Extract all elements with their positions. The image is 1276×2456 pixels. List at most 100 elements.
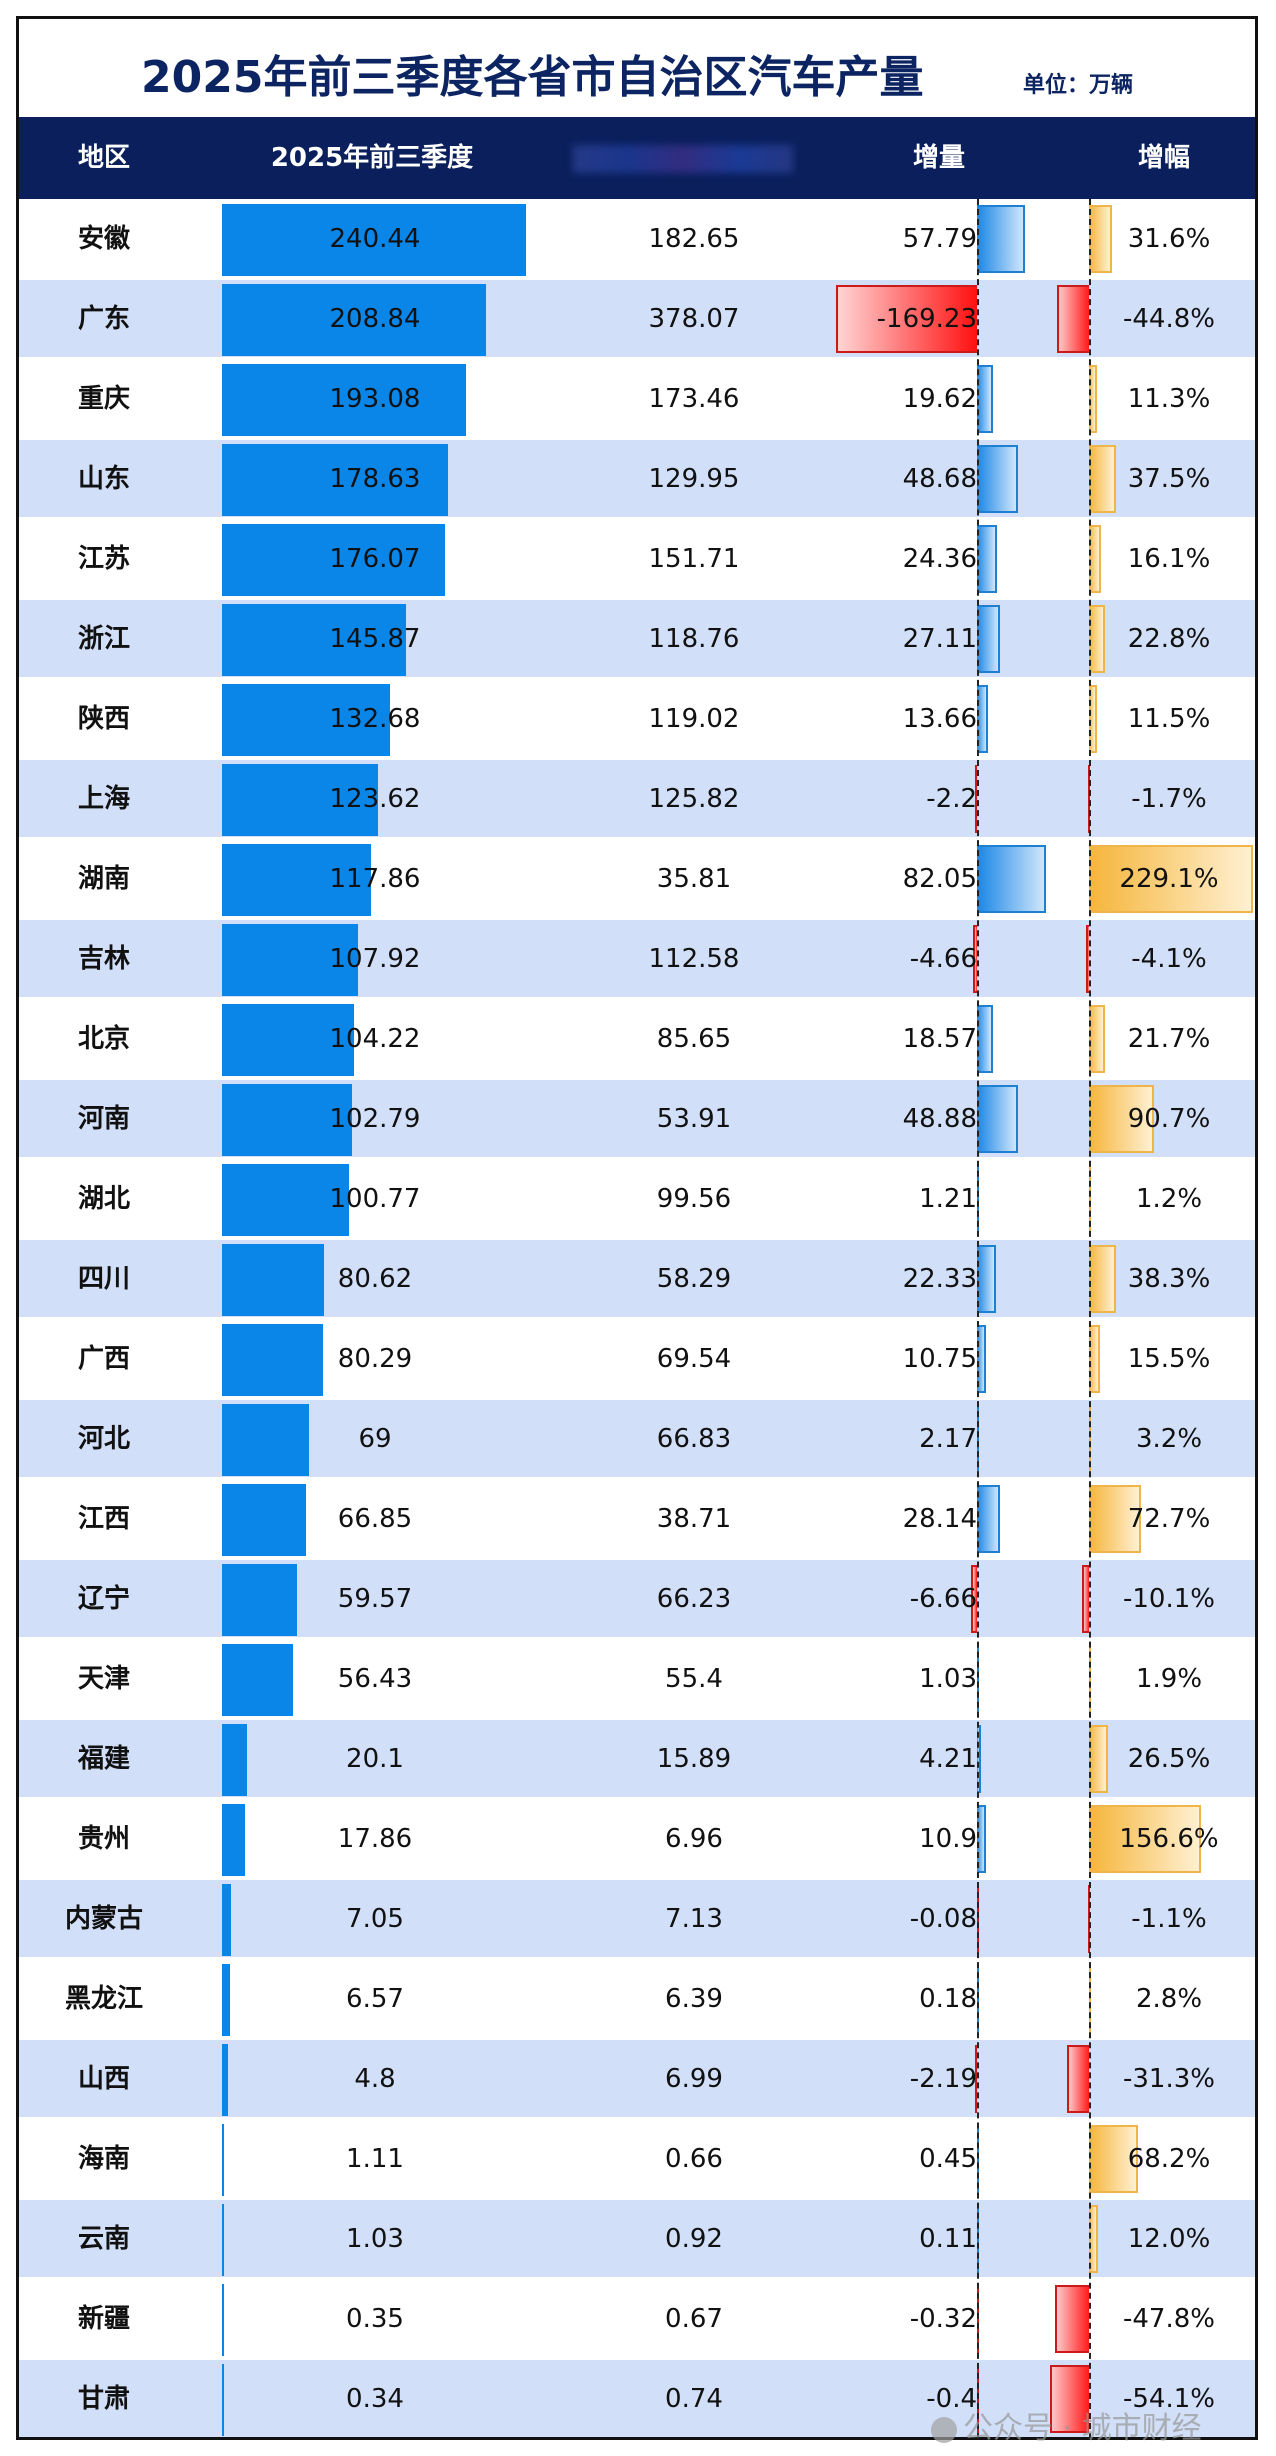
table-row: 江西 66.85 38.71 28.14 72.7%	[19, 1479, 1255, 1559]
region-label: 新疆	[77, 2304, 130, 2334]
growth-value: -47.8%	[1123, 2304, 1215, 2334]
growth-bar	[1089, 1485, 1141, 1553]
increase-value: 27.11	[902, 624, 977, 654]
previous-value: 0.67	[665, 2304, 723, 2334]
increase-bar	[971, 1565, 977, 1633]
region-label: 天津	[77, 1664, 130, 1694]
growth-value: 3.2%	[1135, 1424, 1203, 1454]
increase-bar	[975, 765, 978, 833]
region-label: 北京	[77, 1024, 130, 1054]
current-value: 80.29	[337, 1344, 413, 1374]
current-bar	[222, 604, 407, 676]
growth-bar	[1089, 685, 1098, 753]
growth-bar	[1089, 1325, 1101, 1393]
table-row: 云南 1.03 0.92 0.11 12.0%	[19, 2199, 1255, 2279]
current-bar	[222, 844, 371, 916]
table-row: 上海 123.62 125.82 -2.2 -1.7%	[19, 759, 1255, 839]
current-value: 117.86	[329, 864, 421, 894]
current-bar	[222, 1804, 245, 1876]
row-background	[19, 2200, 1255, 2277]
increase-value: 28.14	[902, 1504, 977, 1534]
region-label: 黑龙江	[64, 1984, 143, 2014]
previous-value: 0.74	[665, 2384, 723, 2414]
increase-value: 0.18	[919, 1984, 977, 2014]
current-bar	[222, 2044, 229, 2116]
region-label: 辽宁	[77, 1584, 130, 1614]
current-value: 0.35	[346, 2304, 404, 2334]
chart-title: 2025年前三季度各省市自治区汽车产量	[141, 52, 924, 103]
wechat-icon	[931, 2416, 957, 2443]
increase-bar	[977, 605, 1000, 673]
current-value: 59.57	[337, 1584, 413, 1614]
current-value: 80.62	[337, 1264, 413, 1294]
current-bar	[222, 1084, 352, 1156]
header-previous-obscured	[573, 145, 793, 173]
current-value: 6.57	[346, 1984, 404, 2014]
watermark-text: 公众号 · 城市财经	[963, 2411, 1202, 2446]
current-bar	[222, 444, 448, 516]
growth-value: 16.1%	[1127, 544, 1211, 574]
current-bar	[222, 1484, 307, 1556]
previous-value: 112.58	[648, 944, 740, 974]
increase-value: -0.08	[909, 1904, 977, 1934]
previous-value: 99.56	[656, 1184, 732, 1214]
growth-bar	[1066, 2045, 1089, 2113]
growth-value: 38.3%	[1127, 1264, 1211, 1294]
growth-value: -4.1%	[1131, 944, 1207, 974]
region-label: 内蒙古	[64, 1904, 143, 1934]
table-row: 辽宁 59.57 66.23 -6.66 -10.1%	[19, 1559, 1255, 1639]
growth-value: 31.6%	[1127, 224, 1211, 254]
increase-value: 18.57	[902, 1024, 977, 1054]
table-header: 地区 2025年前三季度 增量 增幅	[19, 117, 1255, 199]
current-bar	[222, 1164, 350, 1236]
growth-value: 22.8%	[1127, 624, 1211, 654]
growth-bar	[1089, 1005, 1105, 1073]
growth-bar	[1050, 2365, 1089, 2433]
growth-value: 68.2%	[1127, 2144, 1211, 2174]
current-bar	[222, 364, 467, 436]
table-row: 重庆 193.08 173.46 19.62 11.3%	[19, 359, 1255, 439]
increase-bar	[975, 2045, 978, 2113]
growth-bar	[1089, 1245, 1117, 1313]
growth-bar	[1089, 2205, 1098, 2273]
increase-bar	[977, 1245, 996, 1313]
increase-bar	[977, 845, 1046, 913]
current-bar	[222, 1244, 324, 1316]
region-label: 海南	[77, 2144, 130, 2174]
growth-bar	[1056, 285, 1089, 353]
table-row: 广西 80.29 69.54 10.75 15.5%	[19, 1319, 1255, 1399]
increase-bar	[977, 205, 1026, 273]
current-bar	[222, 2284, 224, 2356]
previous-value: 6.39	[665, 1984, 723, 2014]
growth-value: -10.1%	[1123, 1584, 1215, 1614]
table-row: 湖南 117.86 35.81 82.05 229.1%	[19, 839, 1255, 919]
increase-bar	[977, 1005, 993, 1073]
region-label: 安徽	[77, 224, 130, 254]
growth-bar	[1089, 605, 1106, 673]
growth-bar	[1087, 765, 1090, 833]
previous-value: 6.99	[665, 2064, 723, 2094]
previous-value: 0.66	[665, 2144, 723, 2174]
table-row: 天津 56.43 55.4 1.03 1.9%	[19, 1639, 1255, 1719]
current-value: 0.34	[346, 2384, 404, 2414]
region-label: 广东	[77, 304, 130, 334]
increase-value: 13.66	[902, 704, 977, 734]
increase-value: 0.45	[919, 2144, 977, 2174]
increase-axis	[977, 199, 979, 2439]
current-value: 102.79	[329, 1104, 421, 1134]
previous-value: 55.4	[665, 1664, 723, 1694]
current-bar	[222, 524, 445, 596]
table-row: 山东 178.63 129.95 48.68 37.5%	[19, 439, 1255, 519]
watermark: 公众号 · 城市财经	[931, 2403, 1202, 2447]
region-label: 陕西	[77, 704, 130, 734]
region-label: 浙江	[77, 624, 130, 654]
region-label: 广西	[77, 1344, 130, 1374]
increase-value: 57.79	[902, 224, 977, 254]
growth-value: 1.9%	[1135, 1664, 1203, 1694]
current-value: 7.05	[346, 1904, 404, 1934]
current-bar	[222, 1324, 324, 1396]
region-label: 湖南	[77, 864, 130, 894]
increase-value: 10.75	[902, 1344, 977, 1374]
previous-value: 53.91	[656, 1104, 732, 1134]
current-bar	[222, 1884, 231, 1956]
